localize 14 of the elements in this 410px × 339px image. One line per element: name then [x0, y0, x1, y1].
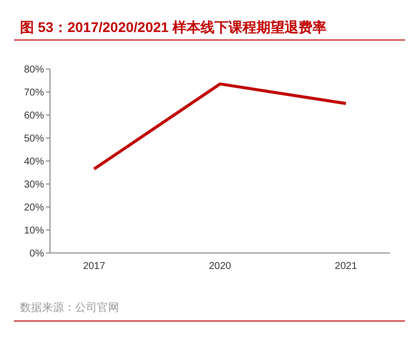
x-tick-label: 2020	[208, 261, 232, 272]
x-tick-label: 2021	[334, 261, 358, 272]
y-tick-label: 50%	[24, 134, 44, 144]
x-tick-label: 2017	[82, 261, 106, 272]
y-tick-label: 10%	[24, 226, 44, 236]
y-tick-label: 40%	[24, 156, 44, 168]
y-tick-label: 70%	[24, 88, 44, 98]
y-tick-label: 60%	[24, 110, 44, 122]
y-tick-label: 30%	[24, 180, 44, 190]
y-tick-label: 20%	[24, 202, 44, 214]
y-tick-label: 80%	[24, 64, 44, 76]
source-note: 数据来源：公司官网	[20, 301, 119, 314]
chart-title: 图 53：2017/2020/2021 样本线下课程期望退费率	[20, 19, 327, 35]
y-tick-label: 0%	[30, 248, 44, 260]
